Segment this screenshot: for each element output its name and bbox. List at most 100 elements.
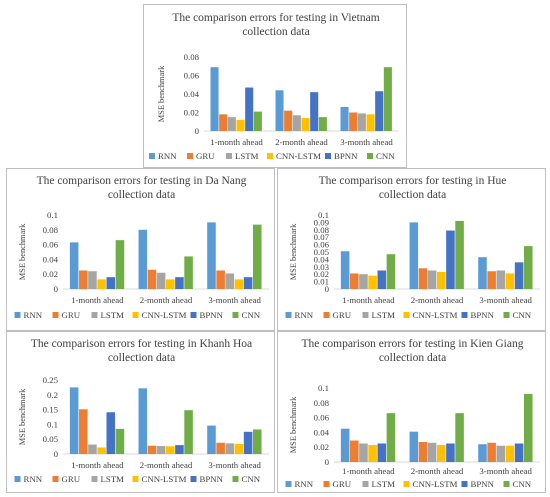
bar-cnn-lstm — [301, 118, 310, 131]
bar-lstm — [292, 115, 301, 131]
y-tick-label: 0.06 — [184, 71, 200, 81]
legend-swatch-gru — [187, 153, 193, 159]
legend-swatch-cnn — [503, 481, 510, 487]
bar-lstm — [156, 272, 166, 289]
bar-cnn-lstm — [97, 279, 106, 289]
y-tick-label: 0.02 — [314, 269, 329, 279]
legend-label: BPNN — [334, 151, 358, 161]
y-tick-label: 0.04 — [43, 254, 59, 264]
x-category-label: 2-month ahead — [140, 460, 193, 470]
chart-title-line: The comparison errors for testing in Hue — [319, 175, 507, 187]
bar-gru — [349, 112, 358, 131]
bar-bpnn — [175, 445, 184, 454]
legend-swatch-rnn — [285, 312, 292, 318]
bar-cnn — [184, 410, 193, 454]
legend-label: BPNN — [200, 474, 224, 484]
legend-swatch-cnn-lstm — [403, 312, 410, 318]
legend-label: CNN — [513, 479, 532, 489]
legend-label: CNN — [513, 310, 532, 320]
y-tick-label: 0.08 — [184, 52, 200, 62]
bar-bpnn — [377, 443, 387, 462]
bar-lstm — [496, 270, 506, 289]
legend-label: GRU — [62, 310, 81, 320]
bar-cnn — [455, 413, 464, 462]
legend-label: GRU — [196, 151, 215, 161]
y-tick-label: 0.06 — [43, 240, 59, 250]
y-tick-label: 0 — [195, 126, 200, 136]
bar-cnn-lstm — [234, 443, 244, 454]
bar-gru — [487, 442, 496, 462]
chart-title-line: collection data — [242, 26, 309, 38]
bar-rnn — [409, 222, 419, 289]
y-tick-label: 0.08 — [314, 398, 330, 408]
x-category-label: 1-month ahead — [342, 466, 395, 476]
bar-cnn — [318, 117, 327, 131]
bar-rnn — [340, 428, 350, 462]
legend-label: BPNN — [471, 479, 495, 489]
legend-label: BPNN — [200, 310, 224, 320]
legend-swatch-cnn — [232, 312, 239, 318]
bar-cnn — [383, 67, 392, 131]
x-category-label: 2-month ahead — [411, 466, 464, 476]
chart-panel-kiengiang: The comparison errors for testing in Kie… — [277, 331, 546, 493]
legend-swatch-cnn-lstm — [267, 153, 273, 159]
chart-panel-hue: The comparison errors for testing in Hue… — [277, 168, 546, 331]
x-category-label: 3-month ahead — [479, 295, 532, 305]
bar-cnn — [386, 413, 396, 462]
bar-bpnn — [106, 412, 116, 454]
y-tick-label: 0.03 — [314, 262, 330, 272]
y-axis-label: MSE benchmark — [18, 223, 27, 280]
chart-panel-khanhhoa: The comparison errors for testing in Kha… — [6, 331, 275, 493]
bar-cnn — [184, 256, 193, 289]
chart-title-line: collection data — [108, 189, 175, 201]
legend-label: RNN — [24, 474, 43, 484]
bar-rnn — [138, 229, 148, 289]
y-axis-label: MSE benchmark — [18, 388, 27, 445]
bar-gru — [147, 269, 157, 289]
bar-rnn — [138, 388, 148, 454]
bar-cnn — [252, 224, 262, 289]
legend-swatch-cnn-lstm — [132, 476, 139, 482]
legend-label: RNN — [24, 310, 43, 320]
bar-cnn — [252, 429, 262, 454]
legend-label: RNN — [158, 151, 177, 161]
legend-label: CNN-LSTM — [276, 151, 321, 161]
bar-gru — [350, 440, 359, 462]
legend-swatch-cnn — [503, 312, 510, 318]
bar-bpnn — [514, 262, 524, 289]
bar-gru — [350, 273, 359, 289]
legend-swatch-lstm — [91, 476, 98, 482]
bar-bpnn — [243, 431, 253, 454]
bar-gru — [79, 409, 88, 454]
bar-rnn — [207, 425, 216, 454]
legend-swatch-rnn — [14, 312, 21, 318]
bar-gru — [147, 445, 157, 454]
legend-swatch-lstm — [226, 153, 232, 159]
chart-title-line: collection data — [379, 189, 446, 201]
chart-svg-khanhhoa: The comparison errors for testing in Kha… — [14, 338, 269, 484]
legend-swatch-gru — [323, 312, 330, 318]
legend-label: RNN — [295, 479, 314, 489]
y-tick-label: 0.02 — [43, 269, 58, 279]
legend-swatch-lstm — [362, 481, 369, 487]
bar-gru — [487, 271, 496, 289]
bar-rnn — [207, 222, 216, 289]
chart-svg-kiengiang: The comparison errors for testing in Kie… — [285, 338, 540, 489]
bar-bpnn — [243, 277, 253, 289]
y-tick-label: 0.04 — [314, 254, 330, 264]
legend-label: LSTM — [101, 310, 125, 320]
y-tick-label: 0.04 — [314, 427, 330, 437]
bar-gru — [284, 110, 293, 131]
bar-rnn — [340, 106, 349, 131]
bar-lstm — [156, 446, 166, 454]
y-axis-label: MSE benchmark — [289, 396, 298, 453]
x-category-label: 3-month ahead — [208, 460, 261, 470]
y-tick-label: 0 — [54, 284, 59, 294]
bar-lstm — [88, 444, 97, 454]
x-category-label: 1-month ahead — [210, 137, 263, 147]
legend-swatch-gru — [52, 476, 59, 482]
bar-cnn — [523, 393, 533, 462]
legend-label: CNN-LSTM — [413, 479, 458, 489]
legend-swatch-bpnn — [461, 481, 468, 487]
x-category-label: 3-month ahead — [340, 137, 393, 147]
